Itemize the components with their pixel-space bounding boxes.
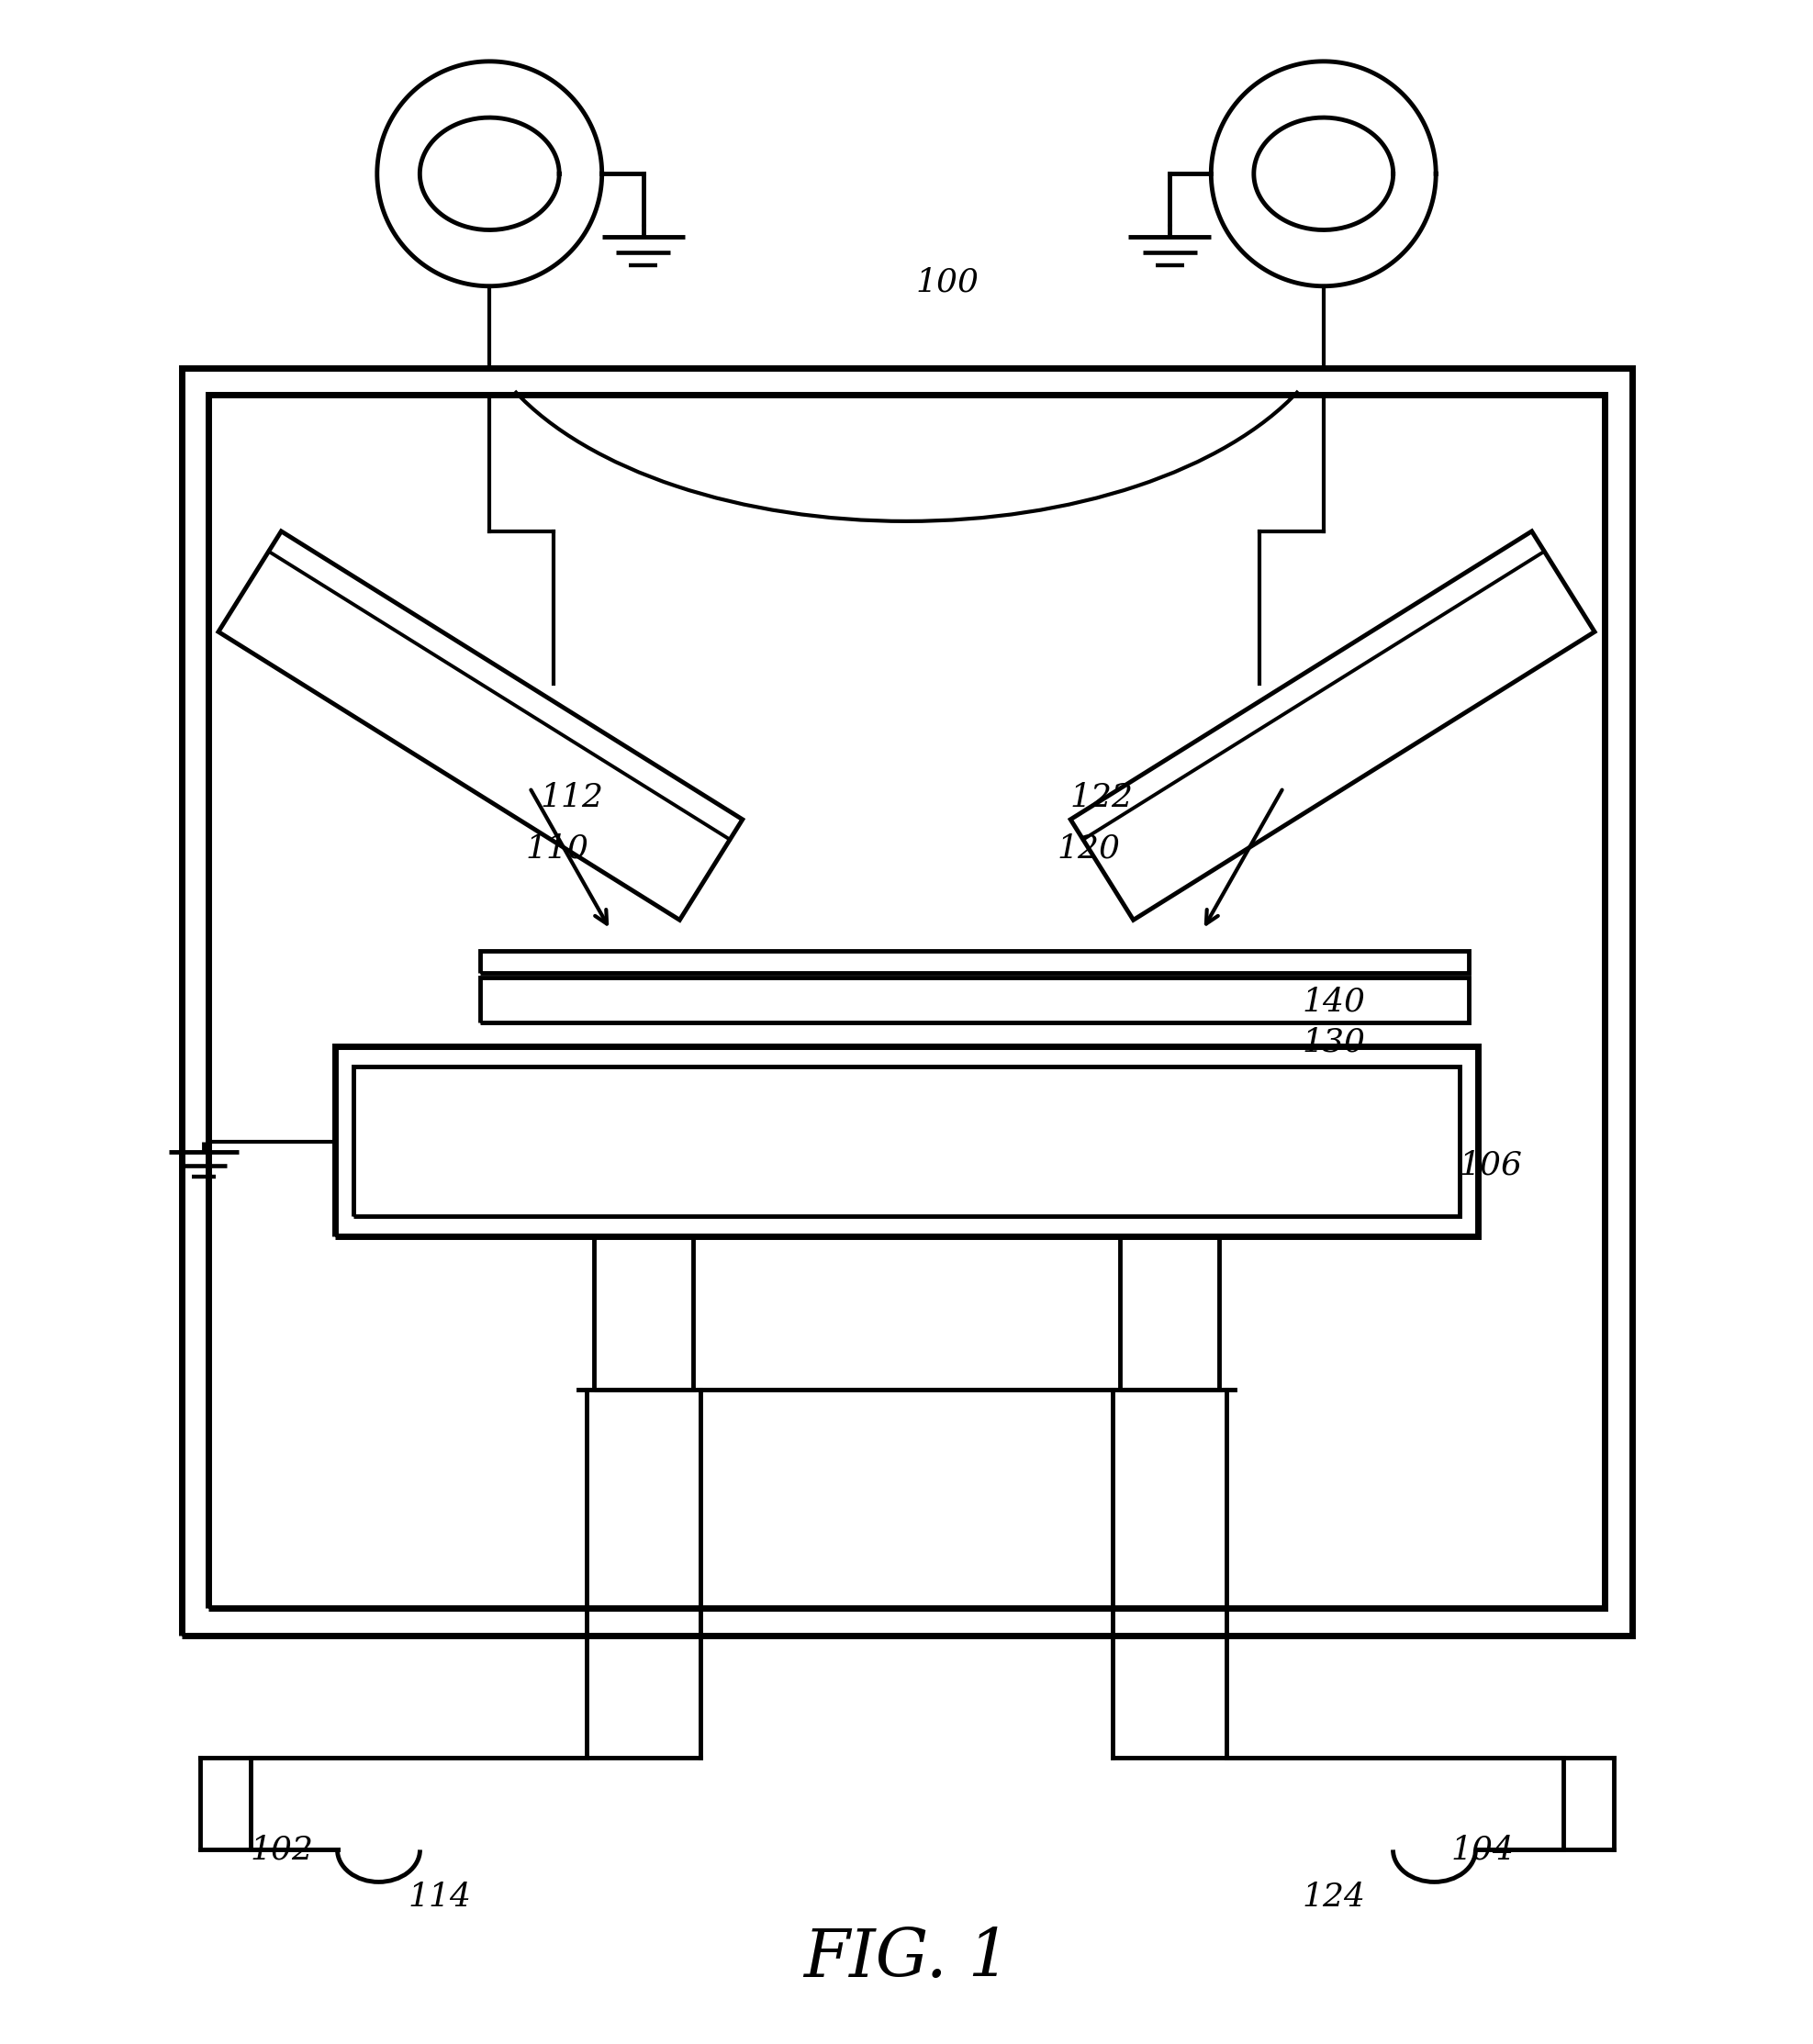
- Text: 110: 110: [526, 832, 589, 865]
- Text: 106: 106: [1459, 1149, 1523, 1181]
- Text: 120: 120: [1057, 832, 1120, 865]
- Text: 140: 140: [1302, 985, 1365, 1018]
- Polygon shape: [1070, 531, 1595, 920]
- Polygon shape: [218, 531, 743, 920]
- Text: 122: 122: [1070, 781, 1133, 814]
- Text: 104: 104: [1450, 1833, 1514, 1866]
- Text: FIG. 1: FIG. 1: [803, 1925, 1010, 1991]
- Text: 112: 112: [540, 781, 604, 814]
- Text: 100: 100: [916, 266, 979, 298]
- Text: 124: 124: [1302, 1880, 1365, 1913]
- Text: 114: 114: [408, 1880, 471, 1913]
- Text: 102: 102: [250, 1833, 314, 1866]
- Text: 130: 130: [1302, 1026, 1365, 1059]
